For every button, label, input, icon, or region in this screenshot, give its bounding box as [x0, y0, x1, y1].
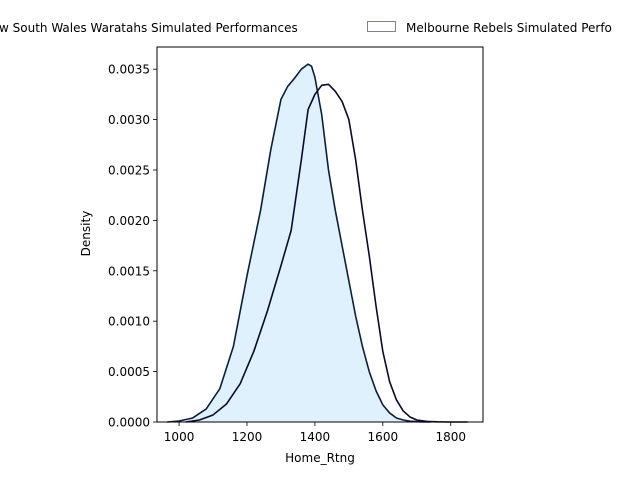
- y-tick-label: 0.0005: [108, 365, 150, 379]
- x-tick-label: 1000: [164, 430, 195, 444]
- series-layer: [167, 63, 468, 423]
- legend-label-rebels: Melbourne Rebels Simulated Perfo: [406, 21, 612, 35]
- y-tick-label: 0.0000: [108, 416, 150, 430]
- legend: w South Wales Waratahs Simulated Perform…: [0, 21, 612, 35]
- x-tick-label: 1400: [300, 430, 331, 444]
- x-tick-label: 1800: [435, 430, 466, 444]
- y-tick-label: 0.0010: [108, 315, 150, 329]
- legend-label-waratahs: w South Wales Waratahs Simulated Perform…: [0, 21, 298, 35]
- y-axis-label: Density: [79, 211, 93, 257]
- x-tick-label: 1200: [232, 430, 263, 444]
- series-line-1: [185, 83, 468, 423]
- y-tick-label: 0.0030: [108, 113, 150, 127]
- y-tick-label: 0.0020: [108, 214, 150, 228]
- y-tick-label: 0.0025: [108, 163, 150, 177]
- plot-frame: [156, 46, 484, 423]
- y-tick-label: 0.0035: [108, 63, 150, 77]
- y-tick-label: 0.0015: [108, 264, 150, 278]
- series-area-0: [167, 64, 431, 422]
- x-tick-label: 1600: [368, 430, 399, 444]
- legend-swatch-rebels: [367, 21, 396, 32]
- x-axis: 1000 1200 1400 1600 1800: [164, 422, 466, 444]
- series-line-0: [167, 63, 431, 423]
- y-axis: 0.0000 0.0005 0.0010 0.0015 0.0020 0.0025 0.00…: [108, 63, 157, 430]
- x-axis-label: Home_Rtng: [285, 451, 355, 465]
